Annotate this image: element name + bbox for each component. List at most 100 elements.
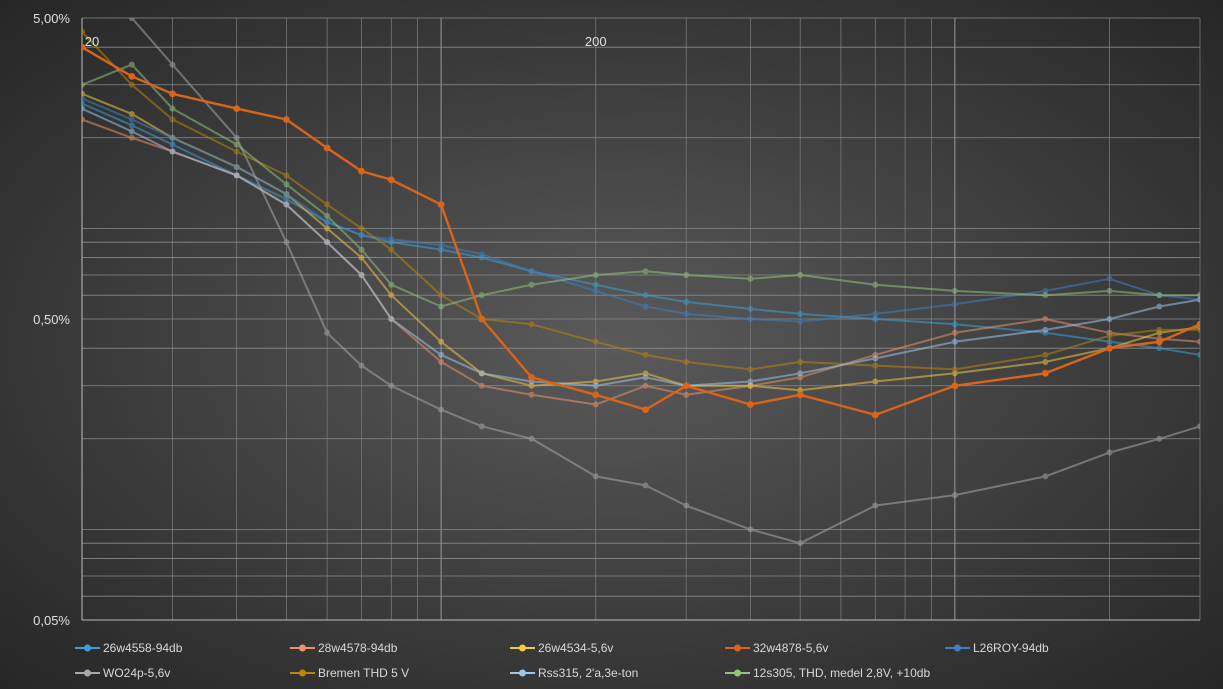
data-point: [128, 18, 135, 21]
series-4: [82, 95, 1200, 325]
data-point: [1156, 303, 1163, 310]
data-point: [358, 167, 365, 175]
legend-swatch-marker: [519, 644, 526, 652]
data-point: [642, 406, 649, 414]
legend-item: 26w4558-94db: [75, 641, 183, 655]
data-point: [388, 382, 395, 389]
data-point: [797, 387, 804, 394]
data-point: [683, 391, 690, 398]
data-point: [82, 95, 85, 102]
data-point: [682, 382, 690, 390]
data-point: [82, 100, 85, 107]
data-point: [528, 435, 535, 442]
data-point: [747, 275, 754, 282]
data-point: [82, 28, 85, 35]
data-point: [1155, 338, 1163, 346]
data-point: [1106, 338, 1113, 345]
data-point: [592, 473, 599, 480]
data-point: [683, 298, 690, 305]
data-point: [169, 61, 176, 68]
data-point: [324, 201, 331, 208]
data-point: [324, 329, 331, 336]
data-point: [358, 254, 365, 261]
data-point: [797, 272, 804, 279]
data-point: [1106, 287, 1113, 294]
data-point: [871, 411, 879, 419]
data-point: [1106, 316, 1113, 322]
data-point: [797, 310, 804, 317]
data-point: [642, 482, 649, 489]
data-point: [1042, 358, 1049, 365]
data-point: [1042, 287, 1049, 294]
series-line: [82, 102, 1200, 356]
data-point: [951, 329, 958, 336]
data-point: [233, 148, 240, 155]
data-point: [1156, 326, 1163, 333]
data-point: [388, 316, 395, 322]
data-point: [642, 382, 649, 389]
legend-swatch-marker: [734, 644, 741, 652]
data-point: [1106, 344, 1113, 352]
data-point: [592, 378, 599, 385]
data-point: [128, 122, 135, 129]
series-line: [82, 46, 1200, 417]
data-point: [82, 105, 85, 112]
legend-swatch-marker: [84, 669, 91, 677]
data-point: [169, 105, 176, 112]
data-point: [324, 212, 331, 219]
data-point: [528, 281, 535, 288]
data-point: [872, 310, 879, 317]
data-point: [438, 303, 445, 310]
data-point: [1042, 473, 1049, 480]
data-point: [358, 225, 365, 232]
data-point: [233, 172, 240, 179]
data-point: [283, 196, 290, 203]
data-point: [1197, 338, 1200, 345]
data-point: [642, 303, 649, 310]
data-point: [82, 116, 85, 123]
series-3: [82, 43, 1200, 419]
legend-label: Rss315, 2'a,3e-ton: [538, 666, 638, 680]
data-point: [528, 321, 535, 328]
data-point: [796, 391, 804, 399]
data-point: [872, 502, 879, 509]
data-point: [478, 251, 485, 258]
series-7: [82, 105, 1200, 389]
data-point: [1106, 275, 1113, 282]
data-point: [283, 239, 290, 246]
data-point: [592, 287, 599, 294]
data-point: [642, 268, 649, 275]
data-point: [358, 362, 365, 369]
legend-swatch-marker: [519, 669, 526, 677]
series-line: [82, 63, 1200, 308]
data-point: [82, 90, 85, 97]
data-point: [1106, 332, 1113, 339]
data-point: [478, 315, 486, 323]
data-point: [437, 201, 445, 208]
data-point: [747, 382, 754, 389]
data-point: [283, 116, 290, 123]
data-point: [592, 401, 599, 408]
data-point: [683, 502, 690, 509]
data-point: [169, 116, 176, 123]
data-point: [951, 492, 958, 499]
data-point: [951, 382, 959, 390]
data-point: [747, 366, 754, 373]
data-point: [388, 292, 395, 299]
data-point: [128, 128, 135, 135]
data-point: [82, 81, 85, 88]
data-point: [283, 172, 290, 179]
legend-label: 26w4534-5,6v: [538, 641, 613, 655]
legend-label: Bremen THD 5 V: [318, 666, 409, 680]
data-point: [478, 292, 485, 299]
data-point: [478, 382, 485, 389]
data-point: [323, 144, 331, 152]
data-point: [747, 378, 754, 385]
data-point: [797, 540, 804, 547]
data-point: [438, 358, 445, 365]
data-point: [128, 110, 135, 117]
data-point: [592, 382, 599, 389]
data-point: [642, 292, 649, 299]
data-point: [592, 272, 599, 279]
